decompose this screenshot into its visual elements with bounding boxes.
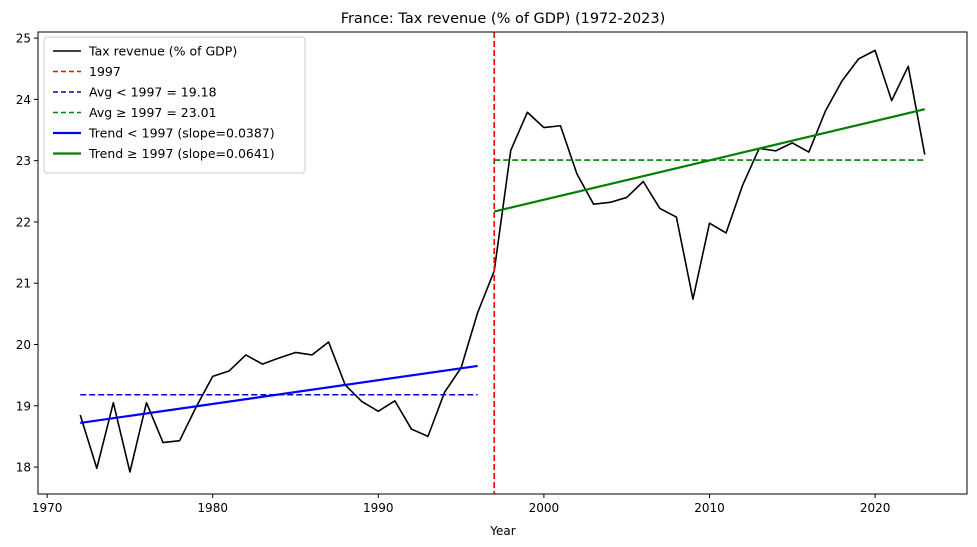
legend-label-1997: 1997 [89, 64, 121, 79]
x-axis-title: Year [489, 524, 515, 538]
legend-box [43, 36, 306, 174]
y-tick-label-23: 23 [16, 154, 31, 168]
x-tick-label-2000: 2000 [529, 501, 560, 515]
plot-frame [37, 31, 968, 495]
y-tick-label-18: 18 [16, 461, 31, 475]
y-axis: 18 19 20 21 22 23 24 25 [16, 32, 38, 475]
legend-label-trend-1997-slope-0-0387: Trend < 1997 (slope=0.0387) [88, 126, 275, 141]
x-axis: 1970 1980 1990 2000 2010 2020 [32, 494, 891, 515]
y-tick-label-20: 20 [16, 338, 31, 352]
y-tick-label-21: 21 [16, 277, 31, 291]
legend-label-trend-1997-slope-0-0641: Trend ≥ 1997 (slope=0.0641) [88, 146, 275, 161]
x-tick-label-2020: 2020 [860, 501, 891, 515]
series-trend-1997-slope-0-0387 [80, 364, 478, 425]
series-trend-1997-slope-0-0641 [493, 108, 926, 213]
y-tick-label-25: 25 [16, 32, 31, 46]
x-tick-label-2010: 2010 [694, 501, 725, 515]
x-tick-label-1970: 1970 [32, 501, 63, 515]
legend-label-avg-1997-23-01: Avg ≥ 1997 = 23.01 [89, 105, 217, 120]
legend-label-avg-1997-19-18: Avg < 1997 = 19.18 [89, 85, 217, 100]
y-tick-label-19: 19 [16, 399, 31, 413]
plot-area [79, 32, 926, 494]
chart-title: France: Tax revenue (% of GDP) (1972-202… [341, 11, 666, 27]
y-tick-label-24: 24 [16, 93, 31, 107]
x-tick-label-1990: 1990 [363, 501, 394, 515]
x-tick-label-1980: 1980 [197, 501, 228, 515]
y-tick-label-22: 22 [16, 215, 31, 229]
legend-label-tax-revenue-of-gdp: Tax revenue (% of GDP) [88, 44, 237, 59]
legend: Tax revenue (% of GDP) 1997 Avg < 1997 = 1… [43, 36, 306, 174]
